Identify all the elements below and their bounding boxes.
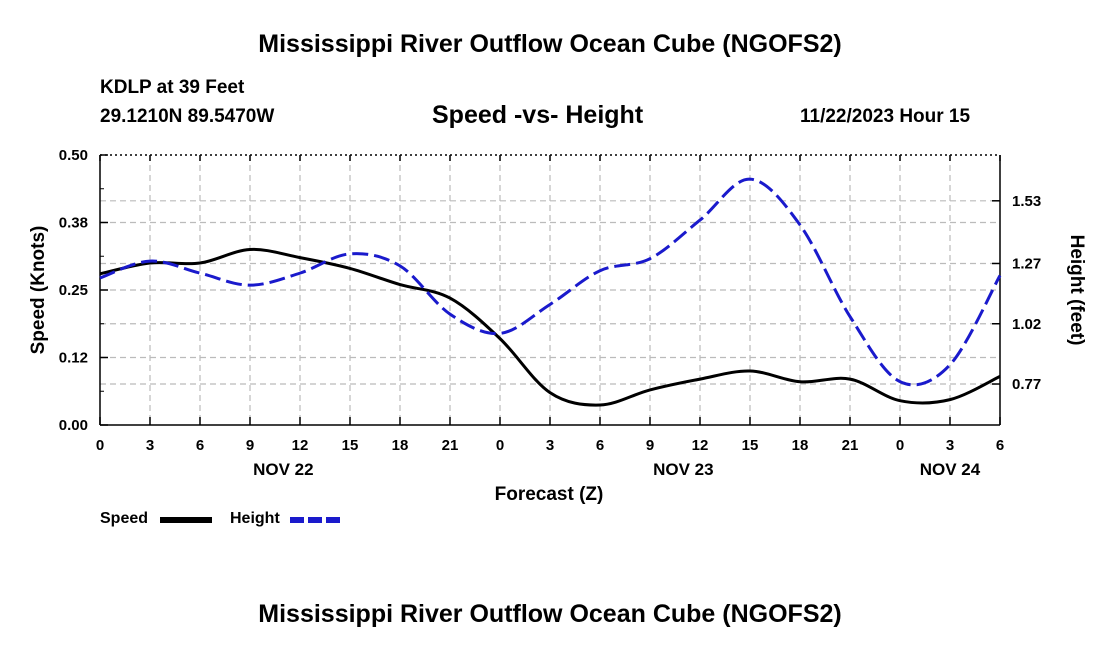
y-right-tick-label: 1.53: [1012, 193, 1041, 210]
y-right-tick-label: 1.02: [1012, 316, 1041, 333]
legend-speed-label: Speed: [100, 510, 149, 527]
y-left-tick-label: 0.50: [59, 147, 88, 164]
x-tick-label: 6: [596, 437, 604, 454]
x-tick-label: 21: [842, 437, 859, 454]
series-lines: [99, 177, 1002, 407]
series-line-speed: [99, 247, 1001, 407]
x-tick-label: 3: [946, 437, 954, 454]
y-axis-left-label: Speed (Knots): [28, 226, 49, 355]
y-left-tick-label: 0.38: [59, 215, 88, 232]
x-date-label: NOV 23: [653, 460, 713, 479]
x-tick-label: 18: [392, 437, 409, 454]
footer-title: Mississippi River Outflow Ocean Cube (NG…: [258, 600, 842, 628]
y-axis-right-label: Height (feet): [1066, 235, 1087, 346]
chart-title: Mississippi River Outflow Ocean Cube (NG…: [258, 30, 842, 58]
forecast-date: 11/22/2023 Hour 15: [800, 106, 971, 127]
x-tick-label: 6: [196, 437, 204, 454]
y-right-tick-label: 0.77: [1012, 376, 1041, 393]
x-date-label: NOV 22: [253, 460, 313, 479]
series-line-height: [99, 177, 1002, 387]
station-coords: 29.1210N 89.5470W: [100, 106, 275, 127]
x-tick-label: 15: [742, 437, 759, 454]
x-tick-label: 9: [246, 437, 254, 454]
x-tick-label: 0: [496, 437, 504, 454]
y-left-tick-label: 0.00: [59, 417, 88, 434]
x-tick-label: 0: [96, 437, 104, 454]
legend-height-swatch: [290, 517, 342, 523]
y-right-tick-label: 1.27: [1012, 255, 1041, 272]
x-tick-label: 9: [646, 437, 654, 454]
x-tick-label: 3: [146, 437, 154, 454]
legend-height-label: Height: [230, 510, 280, 527]
x-date-label: NOV 24: [920, 460, 981, 479]
x-tick-label: 15: [342, 437, 359, 454]
legend-speed-swatch: [160, 517, 212, 523]
x-tick-label: 6: [996, 437, 1004, 454]
y-left-tick-label: 0.25: [59, 282, 88, 299]
axis-ticks: 0 3 6 9 12 15 18 21 0 3 6 9 12 15 18 21 0 3 6 NOV 22 NOV 23 N…: [59, 147, 1041, 479]
y-left-tick-label: 0.12: [59, 350, 88, 367]
x-tick-label: 12: [692, 437, 709, 454]
x-axis-label: Forecast (Z): [495, 484, 604, 505]
chart-subtitle: Speed -vs- Height: [432, 101, 644, 129]
x-tick-label: 12: [292, 437, 309, 454]
x-tick-label: 21: [442, 437, 459, 454]
x-tick-label: 3: [546, 437, 554, 454]
station-label: KDLP at 39 Feet: [100, 77, 245, 98]
x-tick-label: 0: [896, 437, 904, 454]
x-tick-label: 18: [792, 437, 809, 454]
